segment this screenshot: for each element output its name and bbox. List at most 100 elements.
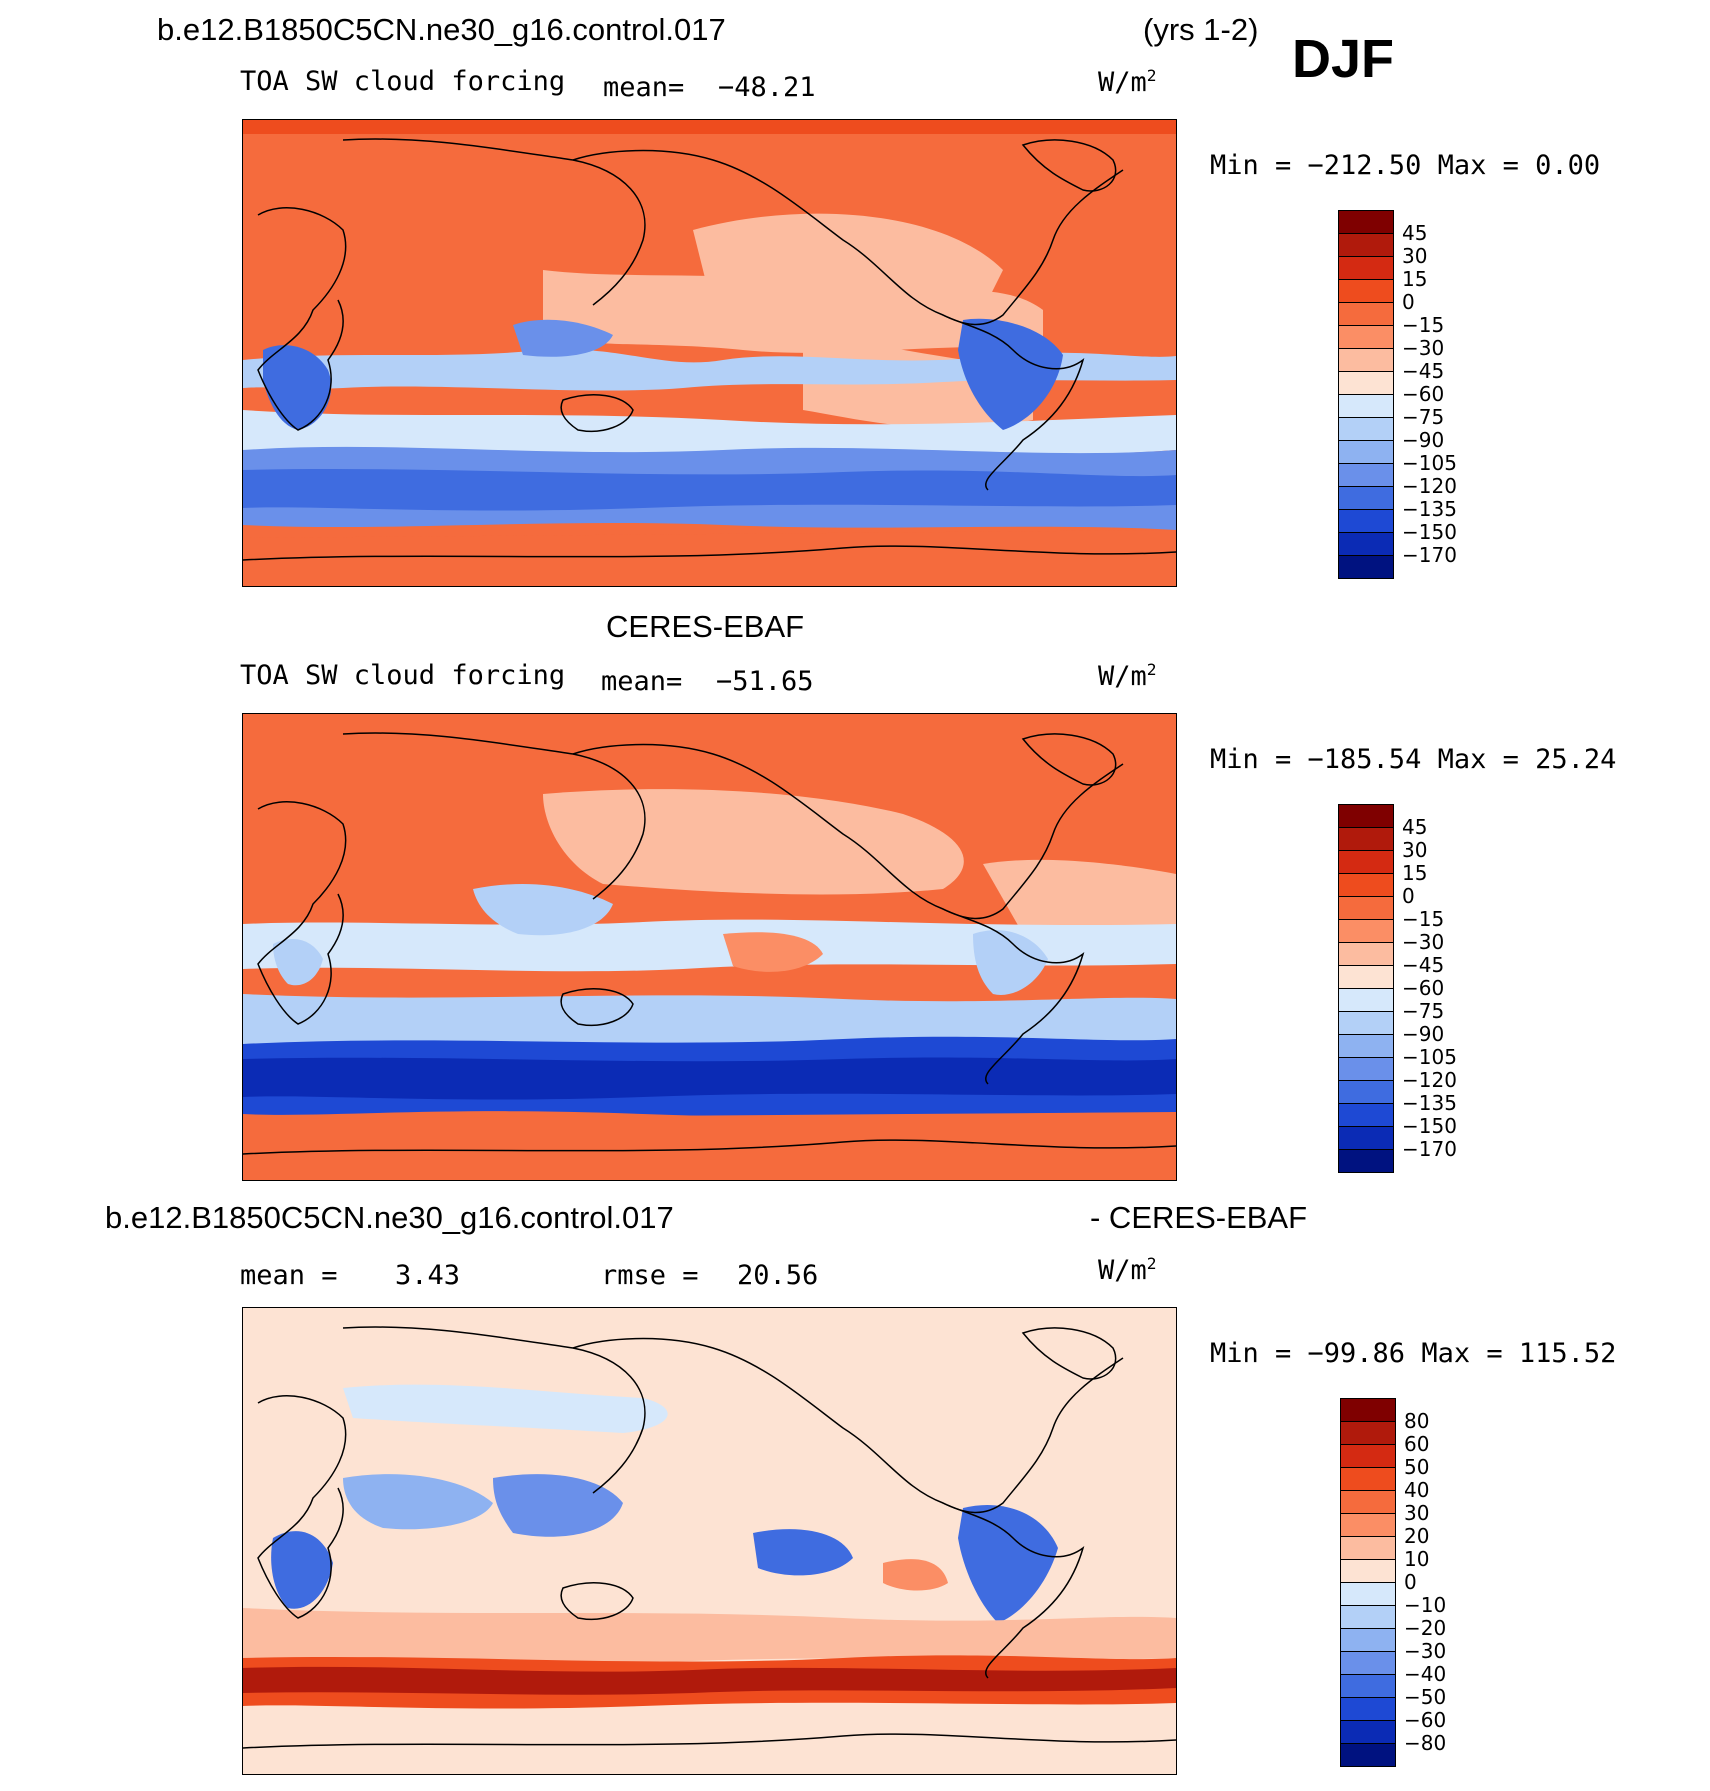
colorbar-tick-label: 30 (1402, 838, 1428, 862)
colorbar-swatch (1338, 827, 1394, 851)
panel3-minmax: Min = −99.86 Max = 115.52 (1210, 1338, 1617, 1369)
colorbar-tick-label: −150 (1402, 520, 1457, 544)
colorbar-tick-label: −60 (1404, 1708, 1447, 1732)
case-title: b.e12.B1850C5CN.ne30_g16.control.017 (157, 12, 726, 47)
colorbar-tick-label: −135 (1402, 497, 1457, 521)
colorbar-tick-label: −90 (1402, 1022, 1445, 1046)
colorbar-tick-label: 45 (1402, 221, 1428, 245)
colorbar-swatch (1338, 348, 1394, 372)
colorbar-tick-label: 60 (1404, 1432, 1430, 1456)
pacific-positive (883, 1559, 948, 1591)
panel3-rmse-value: 20.56 (737, 1260, 819, 1291)
coastlines (243, 138, 1176, 561)
colorbar-swatch (1338, 1149, 1394, 1173)
panel2-mean-label: mean= (601, 666, 683, 697)
colorbar-swatch (1340, 1490, 1396, 1514)
colorbar-swatch (1340, 1674, 1396, 1698)
colorbar-tick-label: −90 (1402, 428, 1445, 452)
colorbar-swatch (1338, 325, 1394, 349)
colorbar-tick-label: −120 (1402, 474, 1457, 498)
panel2-units: W/m2 (1098, 660, 1157, 692)
colorbar-swatch (1340, 1720, 1396, 1744)
colorbar-tick-label: 30 (1402, 244, 1428, 268)
panel2-title: CERES-EBAF (606, 609, 805, 644)
panel2-minmax: Min = −185.54 Max = 25.24 (1210, 744, 1617, 775)
colorbar-swatch (1340, 1582, 1396, 1606)
colorbar-tick-label: 80 (1404, 1409, 1430, 1433)
colorbar-swatch (1340, 1421, 1396, 1445)
colorbar-tick-label: 50 (1404, 1455, 1430, 1479)
colorbar-swatch (1338, 394, 1394, 418)
africa-negative (271, 1531, 333, 1609)
colorbar-tick-label: −40 (1404, 1662, 1447, 1686)
panel3-title-right: - CERES-EBAF (1090, 1200, 1308, 1235)
antarctica-region (243, 1706, 1176, 1774)
colorbar-tick-label: −15 (1402, 313, 1445, 337)
colorbar-swatch (1338, 555, 1394, 579)
years-label: (yrs 1-2) (1143, 12, 1259, 47)
colorbar-swatch (1338, 532, 1394, 556)
indian-ocean-negative (343, 1474, 493, 1530)
panel3-mean-value: 3.43 (395, 1260, 461, 1291)
colorbar-tick-label: 0 (1404, 1570, 1417, 1594)
colorbar-swatch (1338, 1126, 1394, 1150)
colorbar-tick-label: −45 (1402, 953, 1445, 977)
colorbar-tick-label: −120 (1402, 1068, 1457, 1092)
tropical-band (243, 919, 1176, 972)
colorbar-tick-label: 15 (1402, 861, 1428, 885)
colorbar-tick-label: −105 (1402, 1045, 1457, 1069)
colorbar-swatch (1338, 509, 1394, 533)
colorbar-tick-label: 20 (1404, 1524, 1430, 1548)
colorbar-swatch (1338, 850, 1394, 874)
colorbar-swatch (1338, 1103, 1394, 1127)
southern-ocean-core (243, 468, 1176, 511)
asia-negative (343, 1384, 668, 1433)
colorbar-tick-label: 0 (1402, 290, 1415, 314)
polar-band (243, 120, 1176, 134)
north-pacific-cloud (543, 789, 964, 895)
panel1-minmax: Min = −212.50 Max = 0.00 (1210, 150, 1601, 181)
panel3-title: b.e12.B1850C5CN.ne30_g16.control.017 (105, 1200, 674, 1235)
antarctica-region (243, 530, 1176, 586)
north-pacific-cloud (693, 213, 1003, 310)
colorbar-swatch (1338, 302, 1394, 326)
south-america-convection (958, 318, 1063, 430)
colorbar-tick-label: −45 (1402, 359, 1445, 383)
colorbar-swatch (1340, 1559, 1396, 1583)
panel3-rmse-label: rmse = (601, 1260, 699, 1291)
colorbar-swatch (1340, 1697, 1396, 1721)
maritime-negative (493, 1474, 623, 1537)
colorbar-swatch (1340, 1743, 1396, 1767)
panel2-subtitle: TOA SW cloud forcing (240, 660, 566, 691)
colorbar-tick-label: 15 (1402, 267, 1428, 291)
colorbar-tick-label: −20 (1404, 1616, 1447, 1640)
colorbar-swatch (1338, 1080, 1394, 1104)
colorbar-swatch (1338, 919, 1394, 943)
colorbar-swatch (1338, 988, 1394, 1012)
colorbar-tick-label: 45 (1402, 815, 1428, 839)
panel2-mean-value: −51.65 (716, 666, 814, 697)
pacific-negative (753, 1529, 853, 1576)
coastlines (243, 732, 1176, 1155)
colorbar-swatch (1340, 1628, 1396, 1652)
colorbar-swatch (1340, 1398, 1396, 1422)
colorbar-tick-label: −60 (1402, 382, 1445, 406)
pacific-cold-tongue (723, 932, 823, 972)
colorbar-swatch (1338, 279, 1394, 303)
colorbar-swatch (1340, 1536, 1396, 1560)
panel3-map-svg (243, 1308, 1176, 1774)
coastlines (243, 1326, 1176, 1749)
antarctica-region (243, 1112, 1176, 1180)
maritime-continent (473, 884, 613, 936)
colorbar-tick-label: −170 (1402, 1137, 1457, 1161)
panel2-map (242, 713, 1177, 1181)
colorbar-swatch (1338, 804, 1394, 828)
colorbar-swatch (1338, 1034, 1394, 1058)
colorbar-swatch (1338, 210, 1394, 234)
colorbar-swatch (1338, 417, 1394, 441)
colorbar-tick-label: −75 (1402, 405, 1445, 429)
panel1-mean-value: −48.21 (718, 72, 816, 103)
colorbar-swatch (1338, 371, 1394, 395)
colorbar-swatch (1340, 1467, 1396, 1491)
colorbar-swatch (1338, 256, 1394, 280)
